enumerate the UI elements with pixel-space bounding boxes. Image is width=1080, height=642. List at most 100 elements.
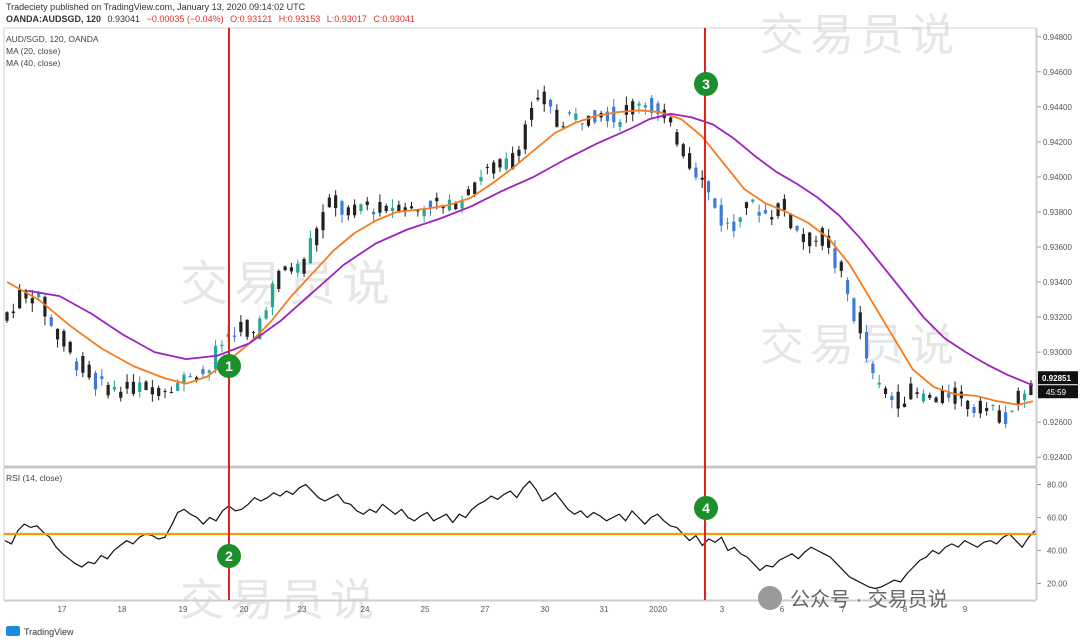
candle-body (637, 103, 641, 106)
marker-circle (694, 496, 718, 520)
candle-body (643, 105, 647, 108)
candle-body (365, 201, 369, 205)
candle-body (846, 280, 850, 294)
candle-body (18, 289, 22, 309)
time-tick-label: 24 (361, 605, 370, 614)
candle-body (934, 397, 938, 403)
candle-body (511, 153, 515, 170)
candle-body (43, 296, 47, 317)
candle-body (776, 203, 780, 217)
candle-body (176, 382, 180, 391)
candle-body (296, 263, 300, 273)
open-value: O:0.93121 (230, 14, 273, 24)
watermark-text: 交易员说 (760, 321, 960, 370)
candle-body (315, 228, 319, 246)
candle-body (972, 407, 976, 413)
rsi-tick-label: 40.00 (1047, 547, 1068, 556)
candle-body (68, 341, 72, 353)
candle-body (795, 225, 799, 231)
time-tick-label: 27 (481, 605, 490, 614)
candle-body (232, 335, 237, 337)
candle-body (631, 101, 635, 115)
price-tick-label: 0.92400 (1043, 453, 1072, 462)
legend-ma40[interactable]: MA (40, close) (6, 58, 61, 68)
candle-body (220, 344, 224, 347)
price-pane-border (3, 27, 1037, 467)
candle-body (371, 211, 376, 215)
axes: 0.94800 0.94600 0.94400 0.94200 0.94000 0.938… (4, 28, 1072, 614)
rsi-tick-label: 80.00 (1047, 481, 1068, 490)
candle-body (466, 189, 470, 196)
candle-body (416, 210, 420, 212)
candle-body (138, 382, 142, 392)
grid (3, 27, 1037, 601)
candle-body (744, 202, 749, 209)
candle-body (49, 317, 53, 326)
candle-body (498, 159, 502, 168)
candle-body (542, 91, 546, 105)
candle-body (100, 376, 104, 380)
candle-body (997, 410, 1001, 423)
candle-body (928, 394, 932, 398)
watermark-text: 交易员说 (760, 11, 960, 60)
legend-rsi[interactable]: RSI (14, close) (6, 473, 63, 483)
candle-body (529, 107, 534, 120)
candle-body (947, 393, 951, 398)
ohlc-line: OANDA:AUDSGD, 120 0.93041 −0.00035 (−0.0… (6, 14, 419, 24)
candle-body (334, 195, 338, 209)
legend-ma20[interactable]: MA (20, close) (6, 46, 61, 56)
footer-brand: TradingView (24, 627, 74, 637)
rsi-tick-label: 20.00 (1047, 580, 1068, 589)
candle-body (397, 204, 401, 212)
candle-body (37, 292, 41, 298)
rsi-line (4, 480, 1036, 590)
candle-body (473, 182, 477, 195)
price-tick-label: 0.94800 (1043, 33, 1072, 42)
candle-body (93, 372, 98, 390)
candle-body (125, 381, 129, 389)
price-tick-label: 0.93600 (1043, 243, 1072, 252)
candle-body (353, 204, 357, 216)
candle-body (340, 201, 344, 215)
candle-body (106, 384, 110, 396)
candle-body (245, 319, 249, 337)
candle-body (618, 122, 622, 127)
time-tick-label: 19 (179, 605, 188, 614)
candle-body (359, 204, 363, 212)
candle-body (112, 387, 117, 390)
candle-body (1029, 383, 1033, 396)
candle-body (346, 207, 350, 216)
time-tick-label: 25 (421, 605, 430, 614)
candle-body (195, 377, 199, 380)
candle-body (119, 391, 123, 398)
candle-body (580, 123, 584, 125)
high-value: H:0.93153 (278, 14, 321, 24)
candle-body (871, 363, 875, 374)
candle-body (763, 210, 768, 214)
candle-body (985, 407, 989, 412)
candle-body (719, 205, 723, 226)
countdown-tag (1038, 385, 1078, 399)
candle-body (915, 392, 919, 394)
tradingview-logo-icon (6, 626, 20, 636)
rsi-tick-label: 60.00 (1047, 514, 1068, 523)
candle-body (384, 205, 388, 212)
candle-body (586, 115, 591, 126)
candle-body (302, 259, 306, 274)
candle-body (30, 298, 34, 304)
candle-body (953, 387, 957, 404)
legend-title[interactable]: AUD/SGD, 120, OANDA (6, 34, 99, 44)
candle-body (713, 198, 717, 208)
candle-body (909, 383, 913, 400)
price-change: −0.00035 (−0.04%) (146, 14, 224, 24)
candle-body (877, 382, 881, 385)
candle-body (567, 112, 572, 114)
candle-body (650, 98, 654, 113)
candle-body (555, 109, 559, 127)
candle-body (864, 331, 869, 359)
candle-body (1004, 412, 1008, 424)
time-tick-label: 30 (541, 605, 550, 614)
candle-body (390, 207, 395, 212)
time-tick-label: 23 (298, 605, 307, 614)
time-tick-label: 18 (118, 605, 127, 614)
